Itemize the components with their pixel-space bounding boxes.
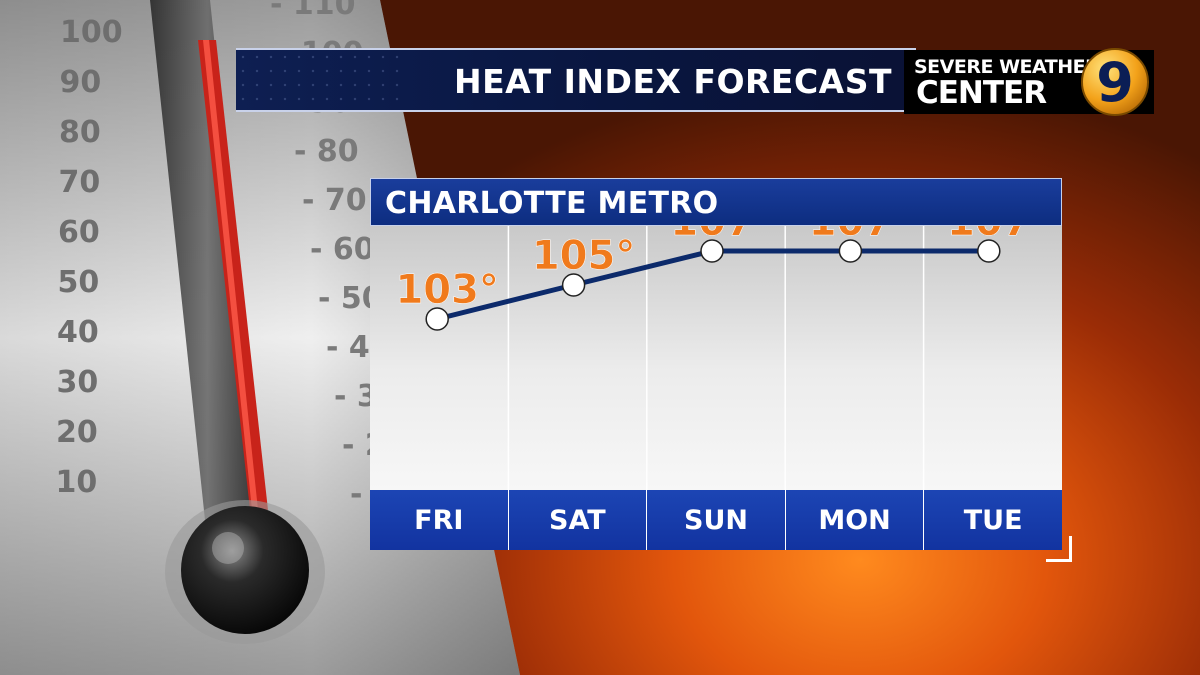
panel-header: CHARLOTTE METRO: [370, 178, 1062, 226]
data-label: 107°: [809, 226, 913, 245]
day-label: SAT: [509, 490, 648, 550]
day-label: SUN: [647, 490, 786, 550]
forecast-panel: CHARLOTTE METRO 103° 105° 107° 107° 107° FRI…: [370, 178, 1062, 550]
thermometer-scale-label: 50: [58, 265, 100, 300]
thermometer-scale-label: 70: [59, 165, 101, 200]
thermometer-scale-label: 80: [59, 115, 101, 150]
thermometer-scale-label: 60: [58, 215, 100, 250]
day-label: FRI: [370, 490, 509, 550]
thermometer-scale-label: 30: [57, 365, 99, 400]
day-label: MON: [786, 490, 925, 550]
data-label: 107°: [947, 226, 1051, 245]
thermometer-scale-label: 20: [56, 415, 98, 450]
thermometer-scale-label: - 70: [302, 183, 367, 218]
data-point: [425, 307, 449, 331]
title-bar: HEAT INDEX FORECAST: [236, 48, 916, 112]
data-point: [838, 239, 863, 263]
corner-bracket: [1046, 536, 1072, 562]
day-axis: FRI SAT SUN MON TUE: [370, 490, 1062, 550]
title-bar-texture: [236, 50, 406, 110]
plot-background: [370, 226, 1062, 490]
data-point: [700, 239, 724, 263]
data-point: [561, 273, 586, 297]
thermometer-scale-label: - 110: [270, 0, 356, 22]
data-label: 105°: [532, 233, 636, 279]
logo-channel-number: 9: [1096, 51, 1134, 114]
plot-area: 103° 105° 107° 107° 107°: [370, 226, 1062, 490]
chart-title: CHARLOTTE METRO: [385, 186, 719, 221]
logo-line-1: SEVERE WEATHER: [914, 56, 1100, 78]
day-label: TUE: [963, 504, 1023, 536]
thermometer-scale-label: 10: [56, 465, 98, 500]
thermometer-scale-label: - 60: [310, 232, 375, 267]
station-logo: SEVERE WEATHER CENTER 9: [904, 48, 1154, 116]
page-title: HEAT INDEX FORECAST: [454, 62, 892, 101]
logo-line-2: CENTER: [916, 75, 1047, 111]
thermometer-scale-label: 90: [60, 65, 102, 100]
data-label: 103°: [395, 267, 499, 313]
data-point: [977, 239, 1001, 263]
thermometer-scale-label: 40: [57, 315, 99, 350]
data-label: 107°: [670, 226, 774, 245]
thermometer-scale-label: 100: [60, 15, 123, 50]
channel-nine-icon: 9: [1081, 48, 1149, 116]
thermometer-scale-label: - 80: [294, 134, 359, 169]
